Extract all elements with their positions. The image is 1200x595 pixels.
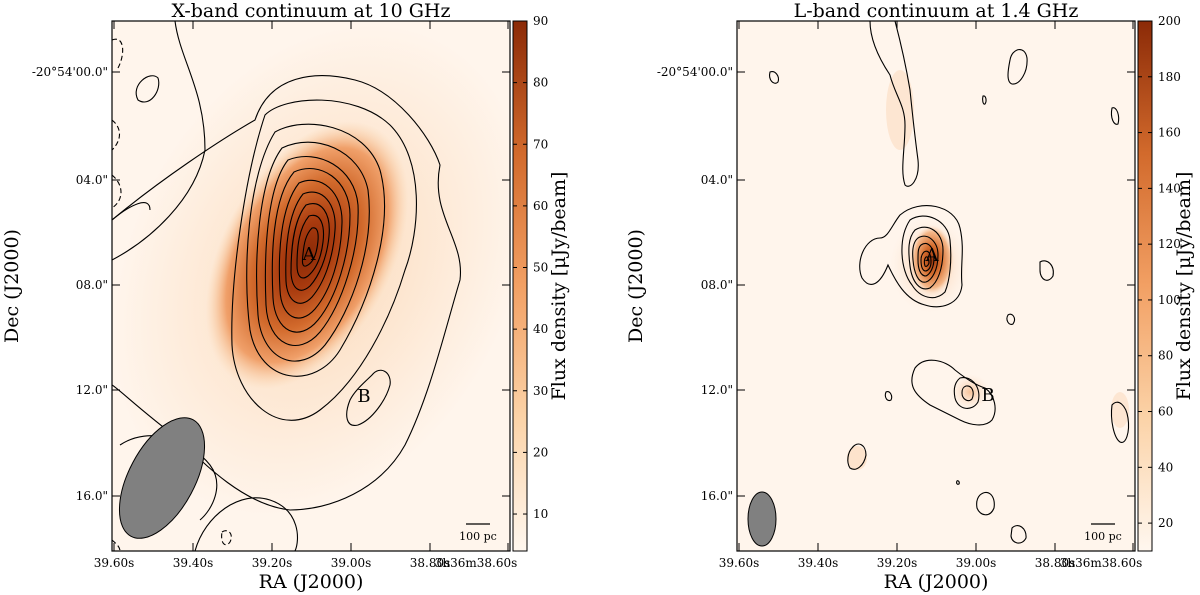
colorbar-tick-label: 200 <box>1158 14 1181 28</box>
panel-title: L-band continuum at 1.4 GHz <box>794 0 1079 22</box>
x-axis-label: RA (J2000) <box>259 571 364 593</box>
source-label-a: A <box>302 244 317 265</box>
ra-ticks: 39.60s 39.40s 39.20s 39.00s 38.80s 3h36m… <box>94 21 518 570</box>
colorbar: 20 40 60 80 100 120 140 160 180 200 Flux density … <box>1137 14 1195 552</box>
colorbar-tick-label: 160 <box>1158 126 1181 140</box>
colorbar-ticks: 20 40 60 80 100 120 140 160 180 200 <box>1138 14 1181 530</box>
colorbar-tick-label: 30 <box>533 384 548 398</box>
colorbar: 10 20 30 40 50 60 70 80 90 Flux density [μJy/bea… <box>512 14 570 552</box>
panel-title: X-band continuum at 10 GHz <box>172 0 451 22</box>
contours <box>769 21 1130 544</box>
scale-bar-label: 100 pc <box>1084 530 1122 543</box>
colorbar-tick-label: 20 <box>1158 516 1173 530</box>
colorbar-tick-label: 180 <box>1158 70 1181 84</box>
dec-tick-label: 08.0" <box>76 278 108 292</box>
colorbar-tick-label: 100 <box>1158 293 1181 307</box>
plot-frame <box>111 20 511 552</box>
ra-tick-label: 39.40s <box>173 556 214 570</box>
colorbar-label: Flux density [μJy/beam] <box>548 172 570 401</box>
colorbar-tick-label: 90 <box>533 14 548 28</box>
ra-tick-label: 3h36m38.60s <box>1060 556 1143 570</box>
beam-ellipse <box>747 491 777 547</box>
scale-bar: 100 pc <box>1084 523 1122 543</box>
colorbar-ticks: 10 20 30 40 50 60 70 80 90 <box>513 14 548 521</box>
y-axis-label: Dec (J2000) <box>625 229 647 343</box>
scale-bar-label: 100 pc <box>459 530 497 543</box>
dec-ticks: -20°54'00.0" 04.0" 08.0" 12.0" 16.0" <box>657 65 1135 503</box>
contours <box>112 21 462 551</box>
source-label-b: B <box>981 385 994 406</box>
colorbar-label: Flux density [μJy/beam] <box>1173 172 1195 401</box>
source-label-a: A <box>925 245 940 266</box>
panel-x-band: X-band continuum at 10 GHz <box>1 0 570 593</box>
colorbar-tick-label: 20 <box>533 445 548 459</box>
colorbar-tick-label: 140 <box>1158 181 1181 195</box>
ra-ticks: 39.60s 39.40s 39.20s 39.00s 38.80s 3h36m… <box>719 21 1143 570</box>
plot-frame <box>736 20 1136 552</box>
ra-tick-label: 3h36m38.60s <box>435 556 518 570</box>
ra-tick-label: 39.20s <box>877 556 918 570</box>
dec-tick-label: 04.0" <box>701 173 733 187</box>
colorbar-tick-label: 40 <box>1158 460 1173 474</box>
dec-tick-label: 16.0" <box>701 489 733 503</box>
dec-tick-label: 04.0" <box>76 173 108 187</box>
colorbar-tick-label: 10 <box>533 507 548 521</box>
colorbar-gradient <box>1137 20 1153 552</box>
colorbar-tick-label: 80 <box>1158 349 1173 363</box>
colorbar-gradient <box>512 20 528 552</box>
beam-ellipse <box>118 417 206 539</box>
colorbar-tick-label: 60 <box>533 199 548 213</box>
dec-tick-label: 12.0" <box>76 383 108 397</box>
colorbar-tick-label: 60 <box>1158 405 1173 419</box>
colorbar-tick-label: 70 <box>533 137 548 151</box>
colorbar-tick-label: 50 <box>533 261 548 275</box>
ra-tick-label: 39.00s <box>956 556 997 570</box>
y-axis-label: Dec (J2000) <box>1 229 23 343</box>
scale-bar: 100 pc <box>459 523 497 543</box>
ra-tick-label: 39.00s <box>331 556 372 570</box>
ra-tick-label: 39.60s <box>94 556 135 570</box>
colorbar-tick-label: 40 <box>533 322 548 336</box>
dec-tick-label: 12.0" <box>701 383 733 397</box>
x-axis-label: RA (J2000) <box>884 571 989 593</box>
panel-l-band: L-band continuum at 1.4 GHz <box>625 0 1195 593</box>
ra-tick-label: 38.80s <box>1035 556 1076 570</box>
ra-tick-label: 39.60s <box>719 556 760 570</box>
dec-tick-label: -20°54'00.0" <box>657 65 733 79</box>
image-map: A B 100 pc <box>737 21 1135 551</box>
dec-ticks: -20°54'00.0" 04.0" 08.0" 12.0" 16.0" <box>32 65 510 503</box>
ra-tick-label: 39.20s <box>252 556 293 570</box>
source-label-b: B <box>357 386 370 407</box>
ra-tick-label: 39.40s <box>798 556 839 570</box>
colorbar-tick-label: 80 <box>533 76 548 90</box>
dec-tick-label: -20°54'00.0" <box>32 65 108 79</box>
image-map: A B 100 pc <box>112 21 510 551</box>
dec-tick-label: 08.0" <box>701 278 733 292</box>
ra-tick-label: 38.80s <box>410 556 451 570</box>
colorbar-tick-label: 120 <box>1158 237 1181 251</box>
dec-tick-label: 16.0" <box>76 489 108 503</box>
